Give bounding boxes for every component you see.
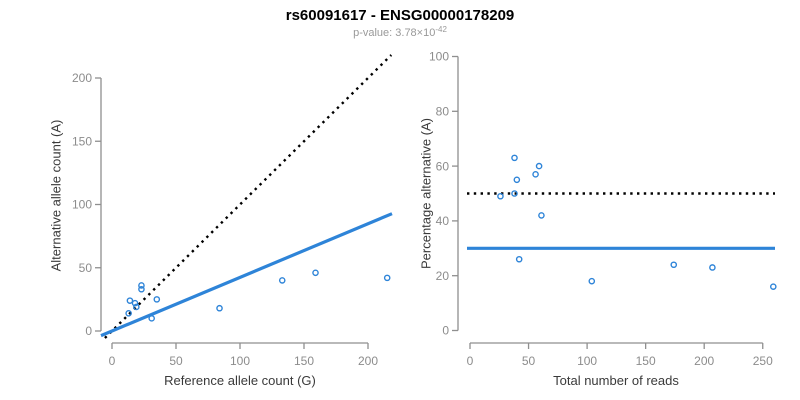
- y-tick-label: 100: [72, 198, 92, 212]
- data-point: [383, 274, 391, 282]
- data-point: [535, 162, 543, 170]
- p-value-text: p-value: 3.78×10: [353, 27, 436, 39]
- x-tick-label: 150: [294, 354, 314, 368]
- x-tick-label: 150: [636, 354, 656, 368]
- fit-line: [100, 212, 393, 338]
- data-point: [126, 297, 134, 304]
- data-point: [216, 304, 223, 312]
- y-tick-label: 40: [436, 214, 450, 228]
- data-point: [278, 277, 286, 284]
- x-tick-label: 0: [109, 354, 116, 368]
- y-tick-label: 20: [436, 269, 450, 283]
- data-point: [588, 277, 596, 285]
- data-point: [769, 283, 777, 290]
- y-tick-label: 150: [72, 134, 92, 148]
- y-tick-label: 60: [436, 159, 450, 173]
- data-point: [511, 154, 518, 162]
- data-point: [511, 190, 518, 197]
- data-point: [312, 269, 319, 277]
- x-tick-label: 100: [230, 354, 250, 368]
- data-point: [125, 309, 132, 317]
- data-point: [513, 176, 521, 184]
- x-tick-label: 100: [577, 354, 597, 368]
- left-xaxis-label: Reference allele count (G): [164, 373, 316, 388]
- data-point: [153, 296, 161, 303]
- p-value-exponent: -42: [435, 25, 447, 34]
- x-tick-label: 200: [358, 354, 378, 368]
- left-yaxis-label: Alternative allele count (A): [48, 119, 64, 272]
- data-point: [670, 261, 678, 269]
- figure-subtitle: p-value: 3.78×10-42: [0, 25, 800, 39]
- data-point: [709, 264, 716, 271]
- data-point: [138, 285, 145, 293]
- data-point: [138, 282, 145, 289]
- data-point: [148, 315, 155, 322]
- data-point: [532, 171, 539, 178]
- y-tick-label: 200: [72, 71, 92, 85]
- y-tick-label: 50: [79, 261, 93, 275]
- x-tick-label: 50: [169, 354, 183, 368]
- x-tick-label: 50: [522, 354, 536, 368]
- identity-line: [104, 54, 393, 339]
- data-point: [515, 255, 523, 263]
- y-tick-label: 100: [429, 50, 449, 64]
- right-yaxis-label: Percentage alternative (A): [418, 117, 434, 270]
- y-tick-label: 0: [442, 324, 449, 338]
- data-point: [133, 303, 140, 311]
- right-xaxis-label: Total number of reads: [553, 373, 679, 388]
- y-tick-label: 0: [85, 324, 92, 338]
- data-point: [538, 212, 545, 219]
- data-point: [497, 192, 504, 200]
- y-tick-label: 80: [436, 105, 450, 119]
- figure-title: rs60091617 - ENSG00000178209: [285, 7, 515, 24]
- x-tick-label: 200: [694, 354, 714, 368]
- x-tick-label: 0: [467, 354, 474, 368]
- x-tick-label: 250: [753, 354, 773, 368]
- data-point: [131, 299, 139, 307]
